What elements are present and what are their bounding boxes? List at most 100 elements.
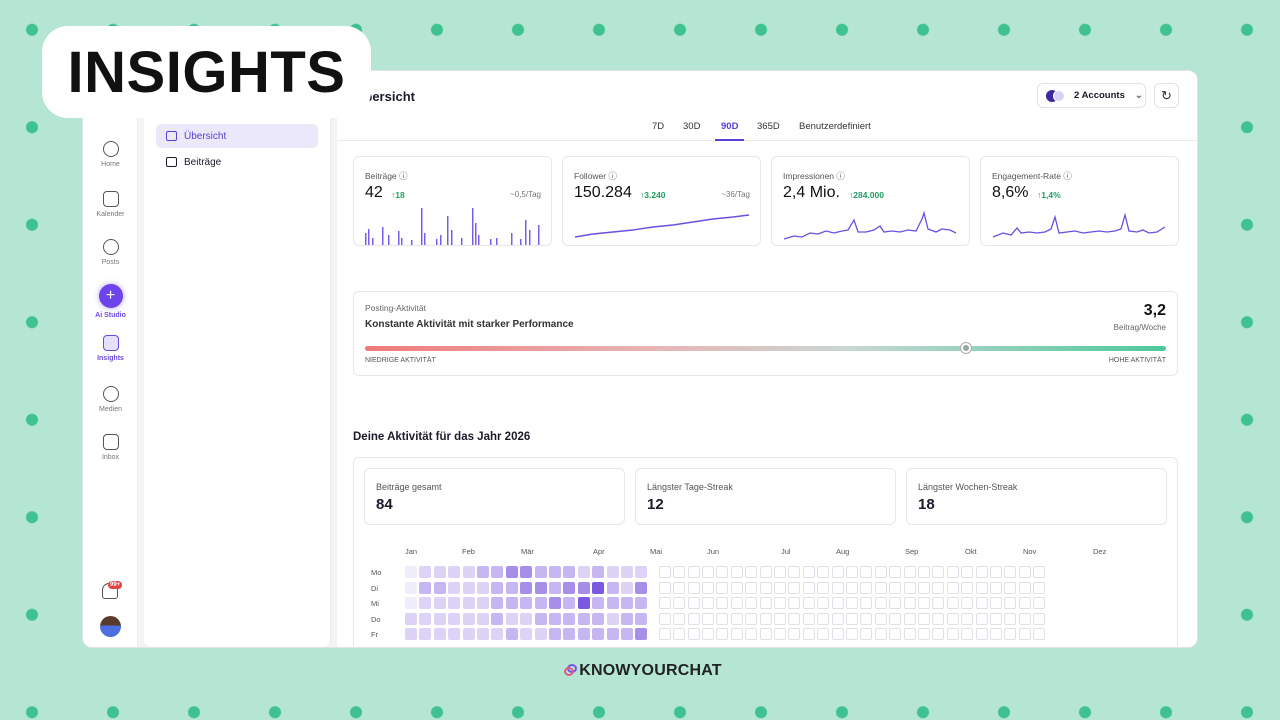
heatmap-cell[interactable] bbox=[658, 566, 671, 578]
heatmap-cell[interactable] bbox=[759, 628, 772, 640]
heatmap-cell[interactable] bbox=[606, 612, 619, 625]
heatmap-cell[interactable] bbox=[477, 628, 489, 640]
heatmap-cell[interactable] bbox=[990, 566, 1002, 578]
tab-365d[interactable]: 365D bbox=[757, 121, 780, 132]
heatmap-cell[interactable] bbox=[961, 581, 974, 594]
heatmap-cell[interactable] bbox=[846, 581, 858, 594]
heatmap-cell[interactable] bbox=[635, 566, 648, 578]
heatmap-cell[interactable] bbox=[730, 612, 743, 625]
heatmap-cell[interactable] bbox=[874, 612, 887, 625]
heatmap-cell[interactable] bbox=[462, 612, 475, 625]
heatmap-cell[interactable] bbox=[961, 597, 974, 609]
heatmap-cell[interactable] bbox=[975, 597, 988, 609]
heatmap-cell[interactable] bbox=[716, 628, 729, 640]
heatmap-cell[interactable] bbox=[918, 566, 930, 578]
heatmap-cell[interactable] bbox=[448, 612, 461, 625]
heatmap-cell[interactable] bbox=[673, 597, 686, 609]
heatmap-cell[interactable] bbox=[419, 581, 432, 594]
heatmap-cell[interactable] bbox=[1018, 566, 1031, 578]
heatmap-cell[interactable] bbox=[405, 581, 417, 594]
heatmap-cell[interactable] bbox=[658, 628, 671, 640]
heatmap-cell[interactable] bbox=[932, 628, 945, 640]
heatmap-cell[interactable] bbox=[505, 581, 518, 594]
heatmap-cell[interactable] bbox=[534, 566, 547, 578]
heatmap-cell[interactable] bbox=[975, 581, 988, 594]
heatmap-cell[interactable] bbox=[831, 597, 844, 609]
heatmap-cell[interactable] bbox=[658, 597, 671, 609]
heatmap-cell[interactable] bbox=[477, 566, 489, 578]
heatmap-cell[interactable] bbox=[932, 566, 945, 578]
heatmap-cell[interactable] bbox=[462, 566, 475, 578]
heatmap-cell[interactable] bbox=[817, 612, 830, 625]
avatar[interactable] bbox=[100, 616, 121, 637]
heatmap-cell[interactable] bbox=[563, 581, 576, 594]
heatmap-cell[interactable] bbox=[621, 597, 633, 609]
heatmap-cell[interactable] bbox=[448, 628, 461, 640]
heatmap-cell[interactable] bbox=[932, 597, 945, 609]
heatmap-cell[interactable] bbox=[702, 566, 714, 578]
heatmap-cell[interactable] bbox=[592, 566, 605, 578]
heatmap-cell[interactable] bbox=[621, 612, 633, 625]
heatmap-cell[interactable] bbox=[592, 581, 605, 594]
heatmap-cell[interactable] bbox=[788, 628, 801, 640]
heatmap-cell[interactable] bbox=[577, 628, 590, 640]
heatmap-cell[interactable] bbox=[759, 597, 772, 609]
heatmap-cell[interactable] bbox=[1033, 612, 1046, 625]
heatmap-cell[interactable] bbox=[635, 612, 648, 625]
heatmap-cell[interactable] bbox=[687, 566, 700, 578]
heatmap-cell[interactable] bbox=[577, 566, 590, 578]
heatmap-cell[interactable] bbox=[563, 612, 576, 625]
heatmap-cell[interactable] bbox=[774, 628, 786, 640]
heatmap-cell[interactable] bbox=[673, 628, 686, 640]
heatmap-cell[interactable] bbox=[759, 566, 772, 578]
heatmap-cell[interactable] bbox=[889, 597, 902, 609]
rail-home[interactable]: Home bbox=[83, 141, 138, 168]
heatmap-cell[interactable] bbox=[1018, 628, 1031, 640]
heatmap-cell[interactable] bbox=[577, 581, 590, 594]
heatmap-cell[interactable] bbox=[505, 597, 518, 609]
heatmap-cell[interactable] bbox=[716, 612, 729, 625]
heatmap-cell[interactable] bbox=[730, 581, 743, 594]
heatmap-cell[interactable] bbox=[961, 628, 974, 640]
heatmap-cell[interactable] bbox=[1004, 612, 1017, 625]
heatmap-cell[interactable] bbox=[687, 612, 700, 625]
heatmap-cell[interactable] bbox=[534, 597, 547, 609]
heatmap-cell[interactable] bbox=[788, 597, 801, 609]
heatmap-cell[interactable] bbox=[477, 612, 489, 625]
heatmap-cell[interactable] bbox=[606, 597, 619, 609]
tab-90d[interactable]: 90D bbox=[715, 121, 745, 141]
subnav-beitraege[interactable]: Beiträge bbox=[156, 150, 318, 174]
heatmap-cell[interactable] bbox=[788, 612, 801, 625]
heatmap-cell[interactable] bbox=[462, 628, 475, 640]
heatmap-cell[interactable] bbox=[491, 597, 504, 609]
heatmap-cell[interactable] bbox=[563, 566, 576, 578]
subnav-uebersicht[interactable]: Übersicht bbox=[156, 124, 318, 148]
heatmap-cell[interactable] bbox=[990, 612, 1002, 625]
heatmap-cell[interactable] bbox=[549, 566, 561, 578]
heatmap-cell[interactable] bbox=[491, 612, 504, 625]
heatmap-cell[interactable] bbox=[702, 597, 714, 609]
heatmap-cell[interactable] bbox=[687, 597, 700, 609]
heatmap-cell[interactable] bbox=[405, 597, 417, 609]
heatmap-cell[interactable] bbox=[846, 612, 858, 625]
heatmap-cell[interactable] bbox=[817, 581, 830, 594]
heatmap-cell[interactable] bbox=[621, 566, 633, 578]
heatmap-cell[interactable] bbox=[419, 597, 432, 609]
heatmap-cell[interactable] bbox=[563, 597, 576, 609]
heatmap-cell[interactable] bbox=[990, 628, 1002, 640]
heatmap-cell[interactable] bbox=[433, 628, 446, 640]
heatmap-cell[interactable] bbox=[448, 581, 461, 594]
heatmap-cell[interactable] bbox=[658, 581, 671, 594]
heatmap-cell[interactable] bbox=[520, 628, 533, 640]
heatmap-cell[interactable] bbox=[817, 597, 830, 609]
heatmap-cell[interactable] bbox=[549, 597, 561, 609]
heatmap-cell[interactable] bbox=[520, 581, 533, 594]
heatmap-cell[interactable] bbox=[946, 628, 959, 640]
heatmap-cell[interactable] bbox=[577, 597, 590, 609]
heatmap-cell[interactable] bbox=[635, 597, 648, 609]
heatmap-cell[interactable] bbox=[788, 566, 801, 578]
heatmap-cell[interactable] bbox=[577, 612, 590, 625]
heatmap-cell[interactable] bbox=[860, 628, 873, 640]
heatmap-cell[interactable] bbox=[788, 581, 801, 594]
heatmap-cell[interactable] bbox=[745, 566, 758, 578]
